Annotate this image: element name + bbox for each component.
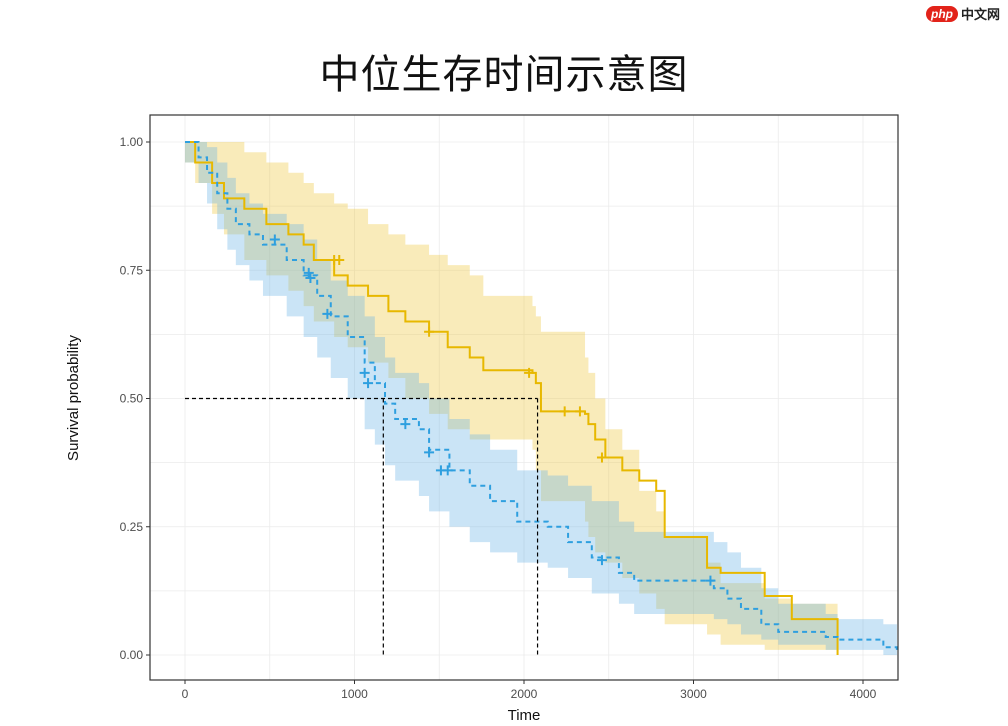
median-lines — [185, 397, 539, 655]
y-tick-label: 1.00 — [120, 135, 144, 149]
watermark: php 中文网 — [925, 4, 1000, 23]
censor-mark — [524, 367, 535, 378]
censor-mark — [305, 272, 316, 283]
confidence-bands — [185, 142, 897, 655]
survival-curves — [185, 141, 898, 655]
censor-mark — [442, 465, 453, 476]
x-axis-label: Time — [508, 707, 541, 724]
confidence-band — [185, 142, 897, 655]
censor-mark — [424, 326, 435, 337]
censor-mark — [574, 406, 585, 417]
censor-mark — [269, 234, 280, 245]
survival-curve — [185, 141, 839, 655]
grid-lines — [150, 115, 898, 680]
censor-mark — [322, 308, 333, 319]
y-tick-label: 0.25 — [120, 520, 144, 534]
censor-mark — [363, 378, 374, 389]
watermark-text: 中文网 — [960, 7, 1000, 22]
x-tick-label: 1000 — [341, 687, 368, 701]
censor-mark — [559, 406, 570, 417]
censor-mark — [705, 575, 716, 586]
x-tick-label: 0 — [182, 687, 189, 701]
censor-mark — [359, 367, 370, 378]
censor-mark — [596, 452, 607, 463]
axis-ticks: 0 1000 2000 3000 4000 0.00 0.25 0.50 0.75 1.00 — [120, 135, 877, 701]
x-tick-label: 4000 — [850, 687, 877, 701]
confidence-band — [185, 142, 838, 650]
y-tick-label: 0.75 — [120, 263, 144, 277]
y-tick-label: 0.00 — [120, 648, 144, 662]
chart-title: 中位生存时间示意图 — [319, 52, 689, 98]
censor-mark — [334, 254, 345, 265]
y-axis-label: Survival probability — [65, 335, 82, 461]
censor-mark — [596, 555, 607, 566]
x-tick-label: 2000 — [511, 687, 538, 701]
y-tick-label: 0.50 — [120, 392, 144, 406]
watermark-logo: php — [925, 5, 958, 22]
x-tick-label: 3000 — [680, 687, 707, 701]
censor-mark — [400, 419, 411, 430]
censor-mark — [303, 267, 314, 278]
censor-mark — [424, 447, 435, 458]
